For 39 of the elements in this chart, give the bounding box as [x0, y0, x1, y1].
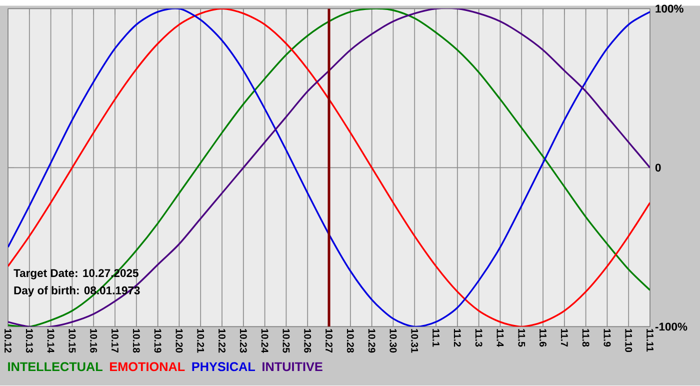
x-tick-label: 10.20 — [176, 329, 183, 353]
x-tick-label: 11.3 — [475, 329, 482, 347]
text: INTELLECTUAL — [8, 362, 102, 372]
x-tick-label: 10.29 — [368, 329, 376, 353]
x-tick-label: 10.22 — [218, 329, 226, 353]
x-tick-label: 10.26 — [304, 329, 312, 353]
y-tick-label: 100% — [656, 4, 684, 13]
x-tick-label: 11.8 — [582, 329, 590, 347]
x-tick-label: 10.15 — [68, 329, 76, 353]
x-tick-label: 10.14 — [47, 329, 54, 354]
x-tick-label: 11.2 — [454, 329, 461, 347]
x-tick-label: 11.6 — [540, 329, 546, 347]
text: INTUITIVE — [262, 362, 322, 372]
x-tick-label: 10.19 — [154, 329, 162, 353]
x-tick-label: 10.23 — [240, 329, 247, 353]
x-tick-label: 11.10 — [625, 329, 632, 352]
y-tick-label: 0 — [655, 164, 661, 172]
x-tick-label: 10.27 — [326, 329, 332, 353]
x-tick-label: 11.9 — [604, 329, 611, 347]
x-tick-label: 11.4 — [496, 329, 504, 348]
x-tick-label: 10.28 — [346, 329, 354, 353]
x-tick-label: 10.30 — [390, 329, 397, 353]
x-tick-label: 10.16 — [90, 329, 98, 353]
x-tick-label: 10.17 — [112, 329, 118, 353]
y-tick-label: -100% — [655, 322, 688, 331]
line-series — [8, 8, 650, 327]
x-tick-label: 10.31 — [411, 329, 418, 353]
x-tick-label: 10.13 — [26, 329, 33, 353]
x-tick-label: 11.7 — [561, 329, 568, 347]
text: EMOTIONAL — [110, 362, 185, 372]
x-tick-label: 10.25 — [282, 329, 290, 353]
x-tick-label: 10.24 — [261, 329, 268, 354]
x-tick-label: 11.1 — [432, 329, 440, 347]
x-tick-label: 10.18 — [132, 329, 140, 353]
x-tick-label: 11.5 — [518, 329, 526, 347]
text: PHYSICAL — [192, 362, 256, 372]
x-tick-label: 11.11 — [646, 329, 654, 352]
x-tick-label: 10.12 — [4, 329, 12, 353]
x-tick-label: 10.21 — [197, 329, 204, 353]
